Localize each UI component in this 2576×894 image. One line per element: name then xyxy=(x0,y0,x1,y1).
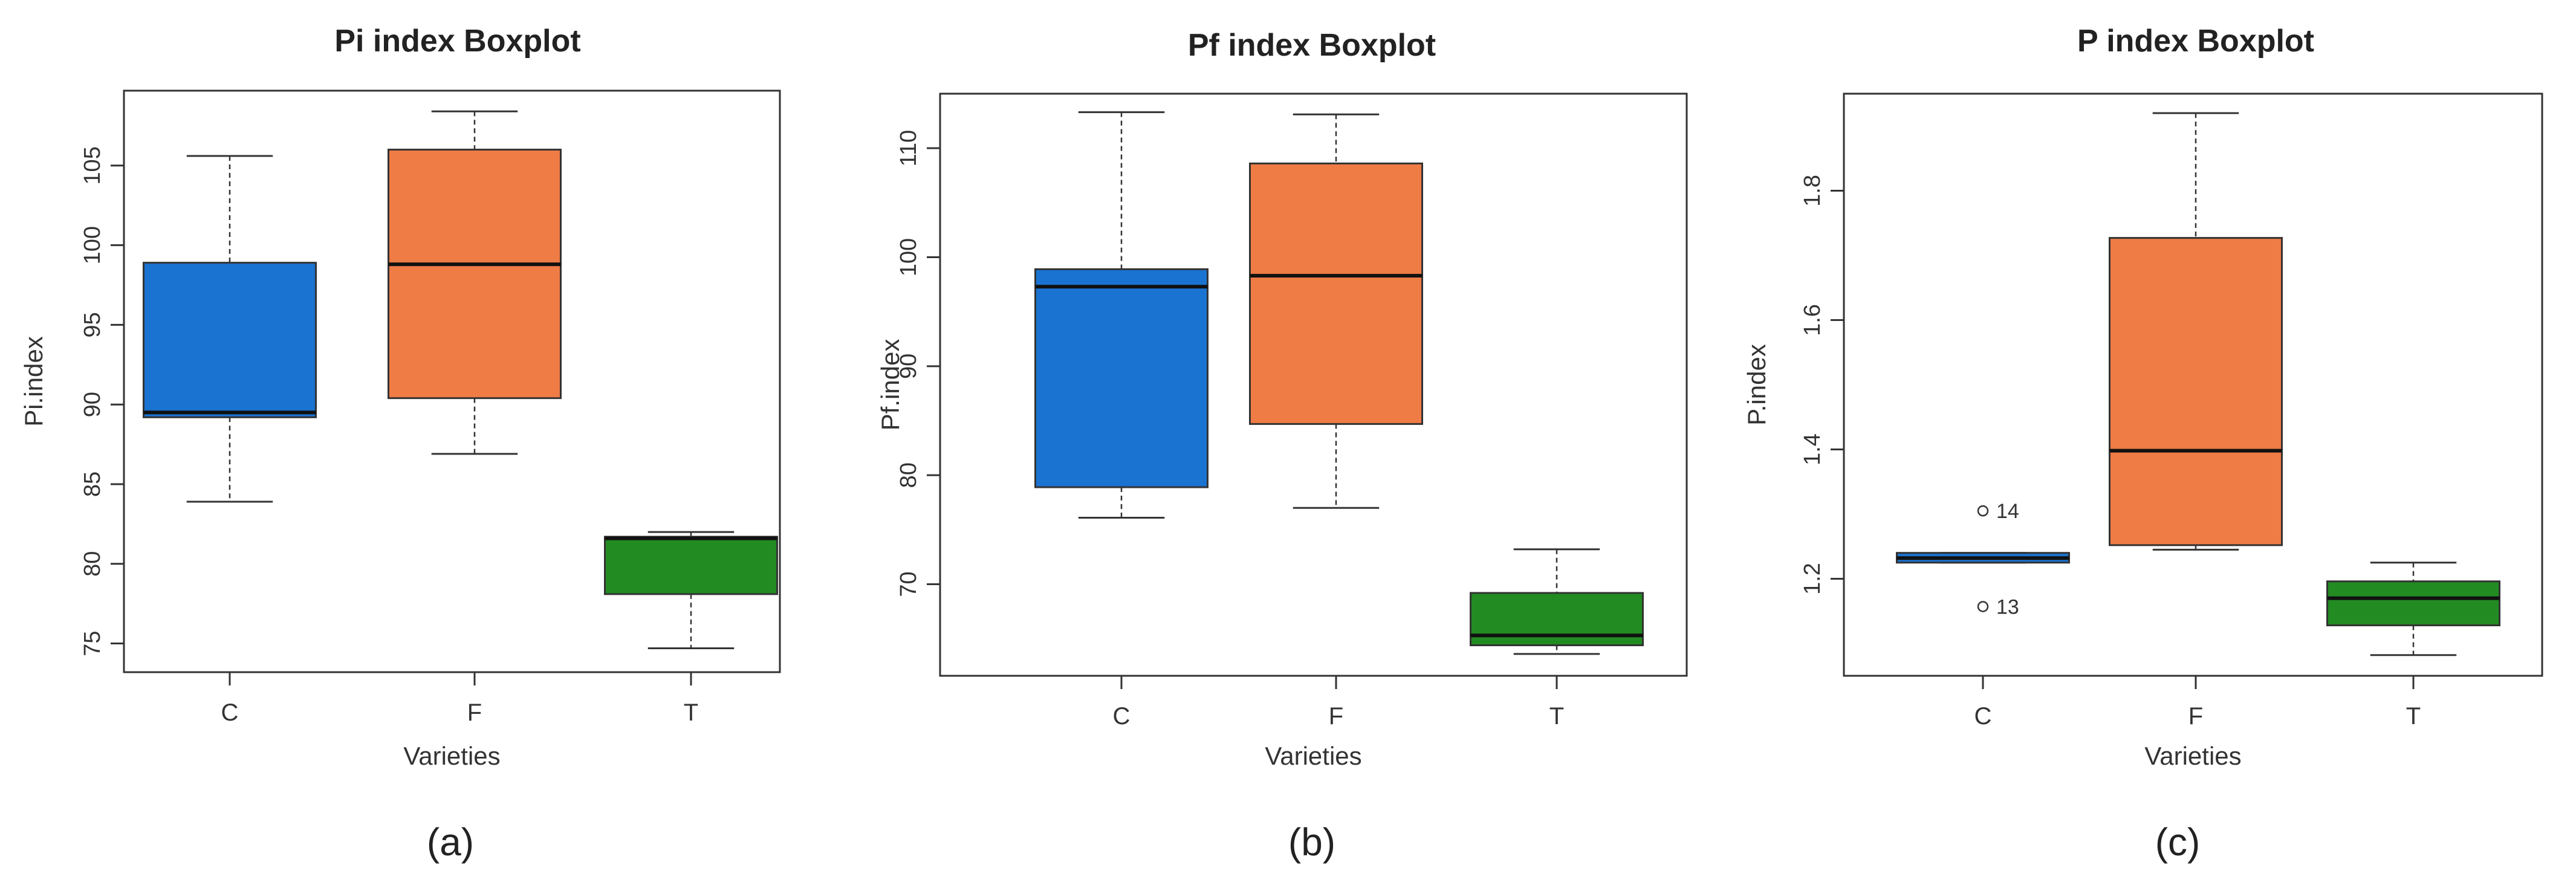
y-tick-label: 105 xyxy=(80,146,105,184)
box-F xyxy=(2109,112,2283,551)
box-T xyxy=(604,531,778,649)
y-axis-label: Pi.index xyxy=(19,336,48,426)
outlier-point xyxy=(1977,505,1989,517)
iqr-box xyxy=(2109,237,2283,546)
outlier-label: 14 xyxy=(1996,500,2019,523)
y-tick-label: 85 xyxy=(80,471,105,497)
x-tick-label: C xyxy=(1974,703,1992,730)
y-tick-label: 100 xyxy=(896,238,921,276)
x-tick-label: C xyxy=(1113,703,1131,730)
x-tick-label: F xyxy=(2188,703,2203,730)
y-tick-label: 70 xyxy=(896,571,921,597)
x-tick-label: T xyxy=(2406,703,2421,730)
y-tick-label: 90 xyxy=(80,392,105,417)
panel-label: (a) xyxy=(427,820,474,864)
x-tick-label: T xyxy=(1549,703,1564,730)
iqr-box xyxy=(604,536,778,595)
box-C: 14 13 xyxy=(1896,500,2070,619)
y-tick-label: 80 xyxy=(80,551,105,577)
y-tick-label: 75 xyxy=(80,630,105,656)
x-axis-label: Varieties xyxy=(403,742,500,770)
y-tick-label: 110 xyxy=(896,130,921,167)
x-axis-label: Varieties xyxy=(2144,742,2241,770)
x-tick-label: F xyxy=(1329,703,1343,730)
y-tick-label: 100 xyxy=(80,226,105,264)
iqr-box xyxy=(1034,268,1209,488)
outlier-point xyxy=(1977,601,1989,612)
iqr-box xyxy=(143,262,317,418)
x-axis-label: Varieties xyxy=(1265,742,1361,770)
y-tick-label: 90 xyxy=(896,354,921,379)
box-C xyxy=(143,155,317,503)
panel-b: Pf index Boxplot 70 80 90 100 110 Pf.index Vari… xyxy=(876,28,1688,864)
box-C xyxy=(1034,111,1209,519)
box-T xyxy=(1470,548,1644,655)
box-T xyxy=(2326,562,2500,656)
chart-title: Pf index Boxplot xyxy=(1188,28,1436,63)
plot-frame xyxy=(123,89,781,673)
y-axis-label: P.index xyxy=(1742,344,1771,426)
box-F xyxy=(1249,113,1423,509)
outlier-label: 13 xyxy=(1996,596,2019,619)
iqr-box xyxy=(1470,592,1644,647)
y-tick-label: 1.6 xyxy=(1800,304,1825,336)
plot-frame xyxy=(939,92,1688,677)
iqr-box xyxy=(1249,162,1423,425)
iqr-box xyxy=(388,149,562,400)
chart-title: Pi index Boxplot xyxy=(334,24,580,59)
iqr-box xyxy=(2326,580,2500,627)
chart-title: P index Boxplot xyxy=(2077,24,2314,59)
panel-c: P index Boxplot 1.2 1.4 1.6 1.8 P.index Variet… xyxy=(1742,24,2543,864)
y-tick-label: 1.2 xyxy=(1800,563,1825,595)
y-tick-label: 95 xyxy=(80,312,105,337)
panel-a: Pi index Boxplot 75 80 85 90 95 100 105 Pi.index… xyxy=(19,24,781,864)
panel-label: (c) xyxy=(2155,820,2201,864)
x-tick-label: C xyxy=(221,699,239,726)
box-F xyxy=(388,110,562,455)
y-tick-label: 80 xyxy=(896,462,921,488)
y-axis-label: Pf.index xyxy=(876,339,904,431)
y-tick-label: 1.4 xyxy=(1800,433,1825,465)
x-tick-label: F xyxy=(467,699,482,726)
panel-label: (b) xyxy=(1288,820,1335,864)
plot-frame xyxy=(1843,92,2543,677)
y-tick-label: 1.8 xyxy=(1800,175,1825,207)
x-tick-label: T xyxy=(684,699,698,726)
